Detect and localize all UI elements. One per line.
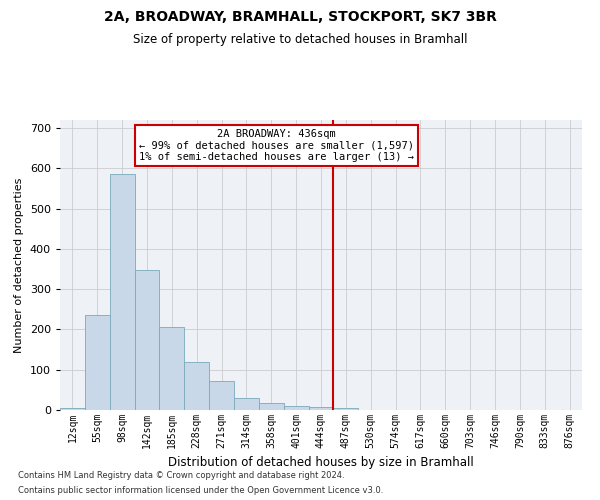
Bar — [85, 314, 110, 410]
Bar — [60, 408, 85, 410]
Bar — [334, 408, 358, 410]
Bar — [284, 406, 308, 410]
Bar — [160, 328, 184, 410]
X-axis label: Distribution of detached houses by size in Bramhall: Distribution of detached houses by size … — [168, 456, 474, 469]
Bar — [184, 362, 209, 410]
Bar — [110, 174, 134, 410]
Text: Contains HM Land Registry data © Crown copyright and database right 2024.: Contains HM Land Registry data © Crown c… — [18, 471, 344, 480]
Text: 2A, BROADWAY, BRAMHALL, STOCKPORT, SK7 3BR: 2A, BROADWAY, BRAMHALL, STOCKPORT, SK7 3… — [104, 10, 496, 24]
Text: Size of property relative to detached houses in Bramhall: Size of property relative to detached ho… — [133, 32, 467, 46]
Bar — [209, 381, 234, 410]
Text: Contains public sector information licensed under the Open Government Licence v3: Contains public sector information licen… — [18, 486, 383, 495]
Bar — [234, 398, 259, 410]
Y-axis label: Number of detached properties: Number of detached properties — [14, 178, 24, 352]
Bar — [308, 407, 334, 410]
Text: 2A BROADWAY: 436sqm
← 99% of detached houses are smaller (1,597)
1% of semi-deta: 2A BROADWAY: 436sqm ← 99% of detached ho… — [139, 128, 414, 162]
Bar — [134, 270, 160, 410]
Bar — [259, 403, 284, 410]
